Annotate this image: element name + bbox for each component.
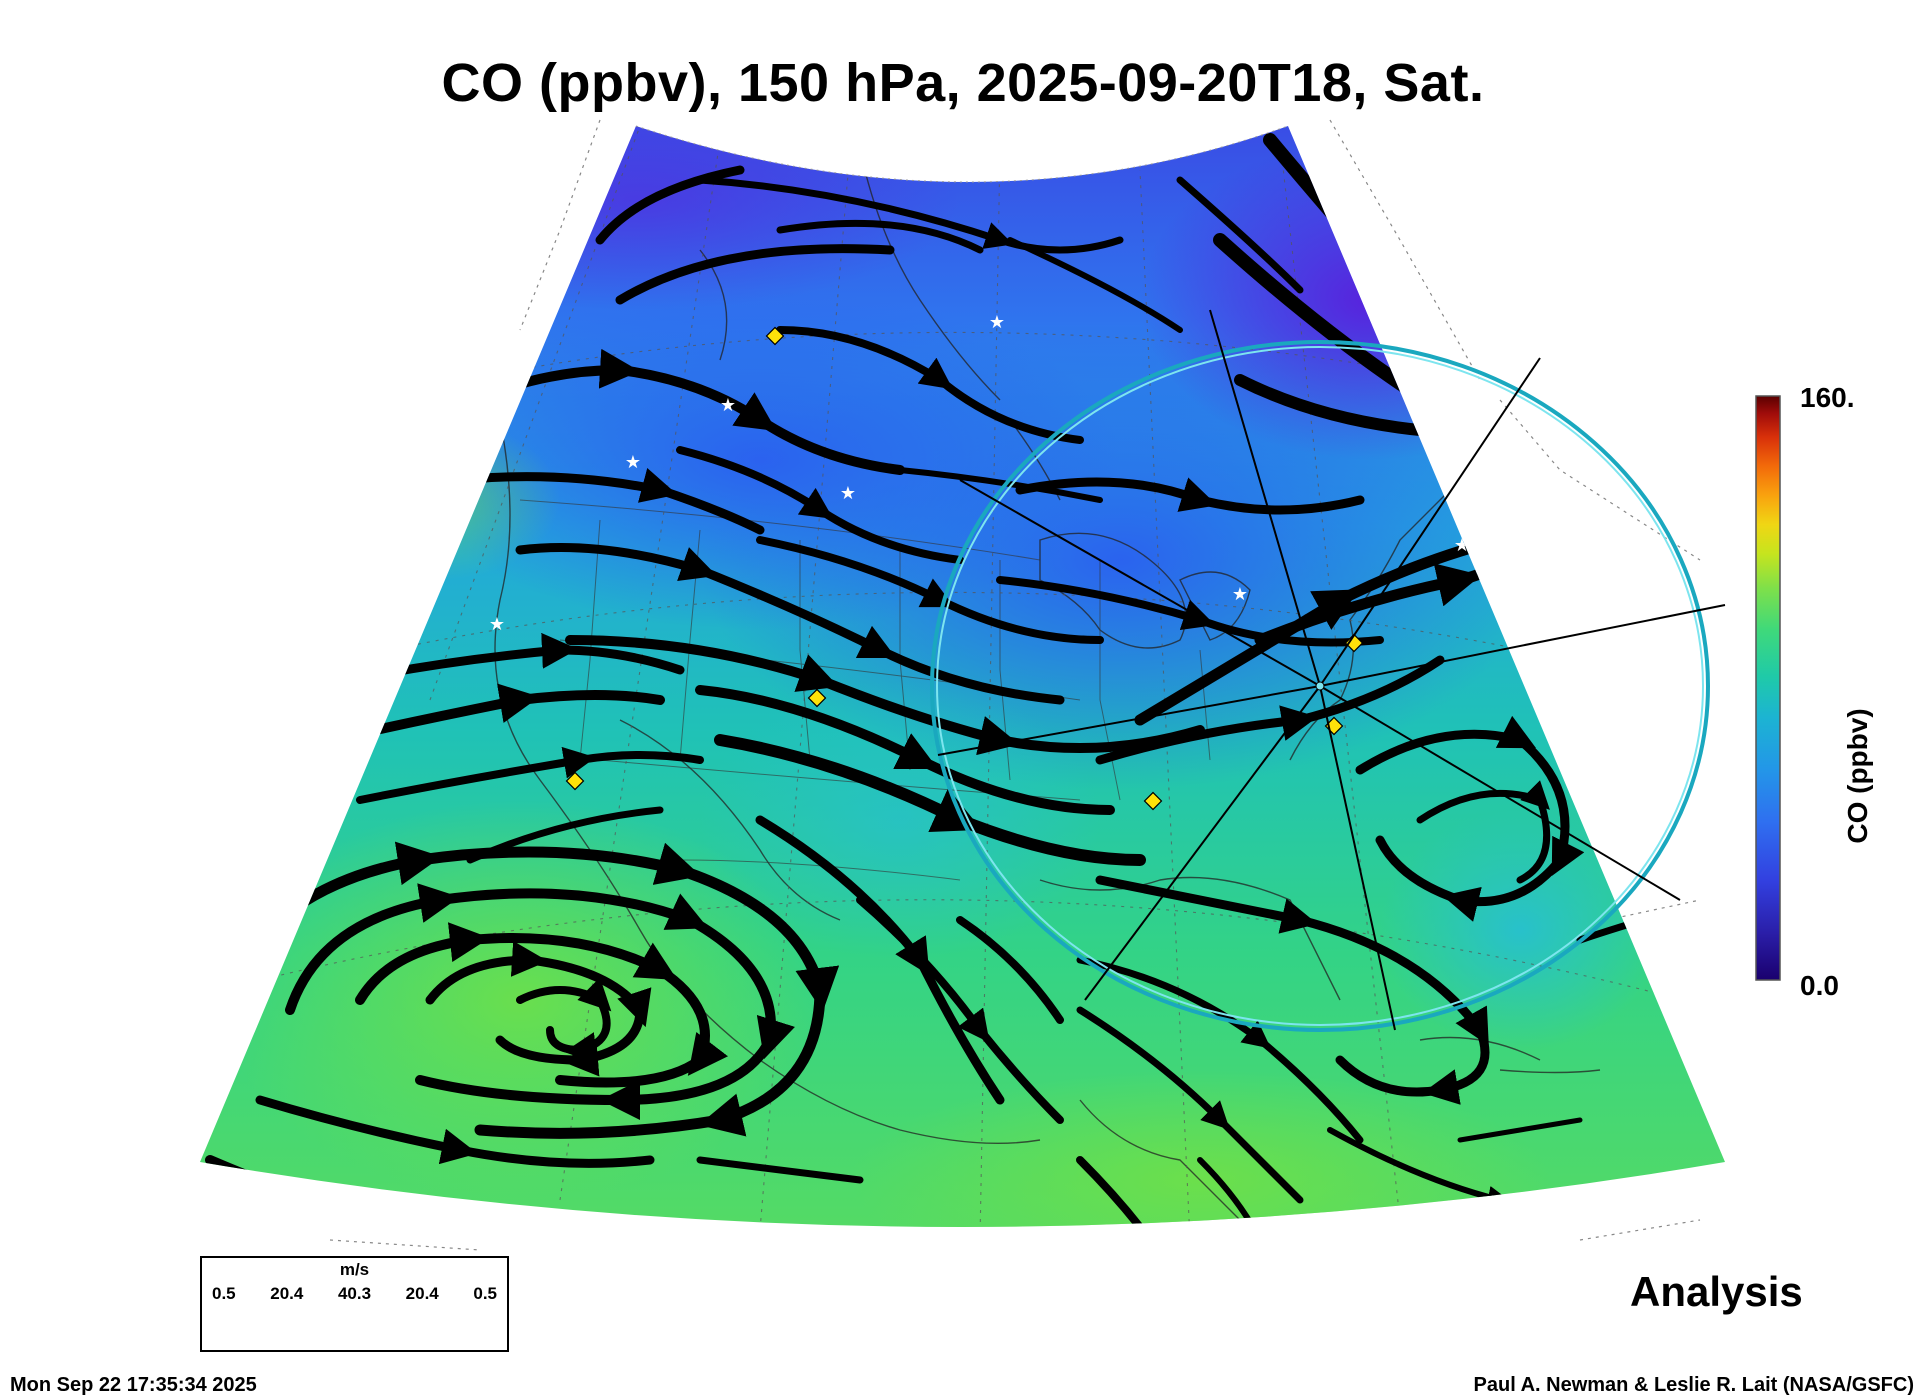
vector-legend-unit: m/s (339, 1260, 370, 1279)
colorbar (1755, 395, 1781, 981)
svg-text:★: ★ (1454, 535, 1470, 556)
outer-graticule (329, 119, 1701, 1251)
colorbar-title: CO (ppbv) (1842, 708, 1873, 844)
wind-streamlines (205, 133, 1684, 1227)
svg-text:★: ★ (720, 395, 736, 416)
vector-legend-value: 20.4 (270, 1284, 304, 1303)
svg-text:★: ★ (1232, 584, 1248, 605)
svg-text:★: ★ (625, 452, 641, 473)
timestamp: Mon Sep 22 17:35:34 2025 (10, 1374, 257, 1396)
svg-text:★: ★ (489, 614, 505, 635)
analysis-label: Analysis (1630, 1268, 1803, 1315)
svg-text:★: ★ (989, 312, 1005, 333)
vector-legend-value: 0.5 (473, 1284, 497, 1303)
vector-legend-value: 40.3 (337, 1284, 372, 1303)
colorbar-max-label: 160. (1800, 382, 1855, 413)
vector-legend-values: 0.5 20.4 40.3 20.4 0.5 (212, 1284, 497, 1304)
vector-legend-value: 20.4 (405, 1284, 439, 1303)
credit: Paul A. Newman & Leslie R. Lait (NASA/GS… (1473, 1374, 1914, 1396)
map-title: CO (ppbv), 150 hPa, 2025-09-20T18, Sat. (441, 53, 1485, 113)
vector-legend-value: 0.5 (212, 1284, 236, 1303)
co-field: ★ ★ ★ ★ ★ ★ ★ (200, 126, 1725, 1227)
svg-text:★: ★ (840, 483, 856, 504)
range-rings (930, 309, 1726, 1032)
vector-legend: m/s 0.5 20.4 40.3 20.4 0.5 (200, 1256, 509, 1352)
colorbar-min-label: 0.0 (1800, 970, 1839, 1001)
station-markers: ★ ★ ★ ★ ★ ★ ★ (489, 312, 1470, 811)
map-sector-outline (635, 125, 1289, 183)
